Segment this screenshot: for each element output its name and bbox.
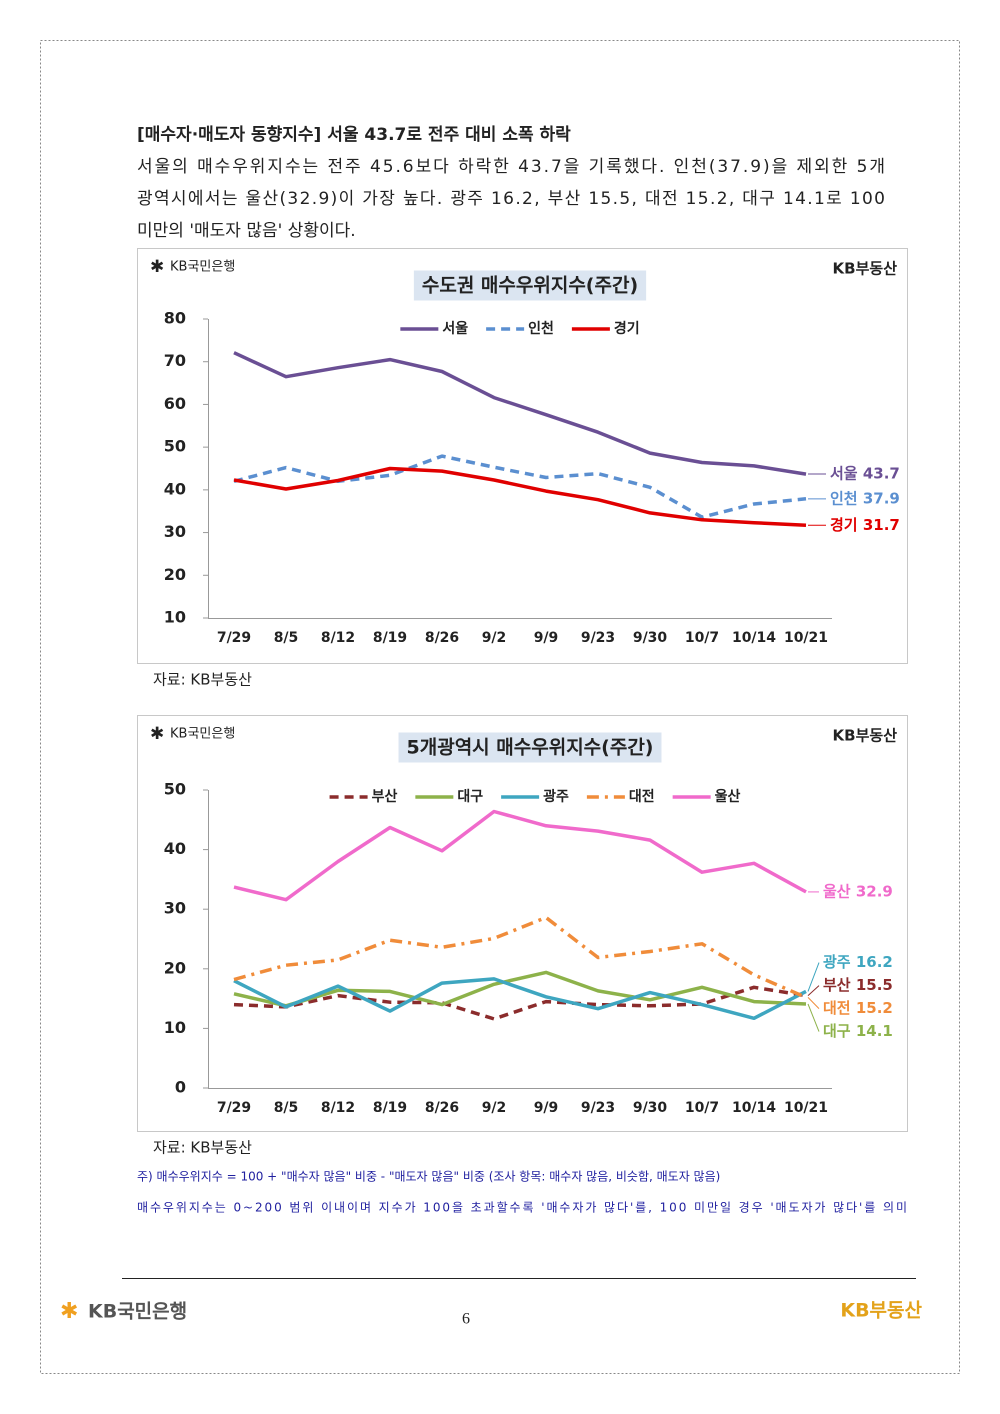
chart-title-bg (413, 270, 647, 301)
series-line (233, 985, 807, 1021)
x-tick-label: 8/5 (274, 630, 299, 646)
series-line (233, 466, 807, 528)
series-line (233, 977, 807, 1021)
legend-label: 울산 (715, 788, 741, 805)
series-line (233, 809, 807, 902)
x-tick-label: 8/5 (274, 1100, 299, 1116)
chart-frame (137, 715, 908, 1132)
footer-brand-bank: KB국민은행 (88, 1301, 187, 1323)
y-tick-label: 50 (164, 437, 186, 456)
legend-label: 대구 (457, 789, 483, 805)
source: 자료: KB부동산 (153, 1139, 252, 1157)
end-label: 경기 31.7 (830, 516, 900, 534)
y-tick-label: 0 (175, 1078, 186, 1097)
x-tick-label: 10/21 (784, 1100, 828, 1116)
x-tick-label: 9/9 (534, 630, 559, 646)
legend-label: 대전 (629, 788, 655, 805)
footer-brand-real-estate: KB부동산 (840, 1300, 922, 1322)
series-line (233, 351, 807, 476)
brand-real-estate: KB부동산 (833, 727, 898, 745)
note: 매수우위지수는 0~200 범위 이내이며 지수가 100을 초과할수록 '매수… (137, 1201, 907, 1215)
legend-label: 인천 (528, 320, 554, 337)
paragraph-line: 미만의 '매도자 많음' 상황이다. (137, 221, 356, 241)
y-tick-label: 20 (164, 958, 186, 977)
paragraph-line: 서울의 매수우위지수는 전주 45.6보다 하락한 43.7을 기록했다. 인천… (137, 157, 885, 177)
brand-bank: KB국민은행 (170, 726, 235, 742)
end-label: 대전 15.2 (823, 999, 893, 1017)
x-tick-label: 9/2 (482, 630, 507, 646)
x-tick-label: 8/26 (425, 1100, 459, 1116)
y-tick-label: 40 (164, 479, 186, 498)
chart-frame (137, 248, 908, 664)
section-title: [매수자·매도자 동향지수] 서울 43.7로 전주 대비 소폭 하락 (137, 124, 571, 145)
y-tick-label: 40 (164, 839, 186, 858)
x-tick-label: 8/12 (321, 630, 355, 646)
series-line (233, 454, 807, 519)
y-tick-label: 10 (164, 608, 186, 627)
end-label: 서울 43.7 (830, 465, 900, 483)
logo-icon: ✱ (150, 257, 164, 277)
legend-label: 경기 (614, 320, 640, 337)
page-border (40, 40, 960, 1374)
y-tick-label: 50 (164, 780, 186, 799)
x-tick-label: 9/30 (633, 1100, 668, 1116)
chart-title-bg (398, 732, 662, 763)
logo-icon: ✱ (60, 1299, 78, 1324)
x-tick-label: 10/14 (732, 1100, 776, 1116)
brand-bank: KB국민은행 (170, 259, 235, 275)
logo-icon: ✱ (150, 724, 164, 744)
x-tick-label: 10/7 (685, 1100, 719, 1116)
y-tick-label: 70 (164, 351, 186, 370)
end-label: 인천 37.9 (830, 489, 900, 507)
x-tick-label: 8/19 (373, 1100, 407, 1116)
y-tick-label: 30 (164, 522, 186, 541)
series-line (233, 970, 807, 1008)
x-tick-label: 7/29 (217, 1100, 251, 1116)
leader-line (807, 1003, 820, 1032)
leader-line (807, 985, 820, 996)
chart-title: 수도권 매수우위지수(주간) (422, 275, 638, 297)
paragraph-line: 광역시에서는 울산(32.9)이 가장 높다. 광주 16.2, 부산 15.5… (137, 189, 885, 209)
y-tick-label: 60 (164, 394, 186, 413)
y-tick-label: 20 (164, 565, 186, 584)
leader-line (807, 997, 820, 1009)
y-tick-label: 80 (164, 309, 186, 328)
end-label: 광주 16.2 (823, 953, 893, 971)
x-tick-label: 9/30 (633, 630, 668, 646)
source: 자료: KB부동산 (153, 671, 252, 689)
x-tick-label: 8/12 (321, 1100, 355, 1116)
x-tick-label: 8/26 (425, 630, 459, 646)
x-tick-label: 8/19 (373, 630, 407, 646)
brand-real-estate: KB부동산 (833, 260, 898, 278)
x-tick-label: 9/23 (581, 630, 615, 646)
legend-label: 부산 (372, 788, 398, 805)
x-tick-label: 10/21 (784, 630, 828, 646)
x-tick-label: 10/14 (732, 630, 776, 646)
legend-label: 광주 (543, 788, 569, 805)
end-label: 부산 15.5 (823, 976, 893, 994)
x-tick-label: 10/7 (685, 630, 719, 646)
chart-title: 5개광역시 매수우위지수(주간) (407, 737, 654, 759)
y-tick-label: 10 (164, 1018, 186, 1037)
note: 주) 매수우위지수 = 100 + "매수자 많음" 비중 - "매도자 많음"… (137, 1170, 720, 1184)
x-tick-label: 7/29 (217, 630, 251, 646)
end-label: 대구 14.1 (823, 1022, 893, 1040)
leader-line (807, 962, 820, 992)
page-number: 6 (462, 1311, 470, 1328)
end-label: 울산 32.9 (823, 882, 893, 900)
y-tick-label: 30 (164, 899, 186, 918)
x-tick-label: 9/23 (581, 1100, 615, 1116)
legend-label: 서울 (442, 320, 468, 337)
x-tick-label: 9/9 (534, 1100, 559, 1116)
x-tick-label: 9/2 (482, 1100, 507, 1116)
